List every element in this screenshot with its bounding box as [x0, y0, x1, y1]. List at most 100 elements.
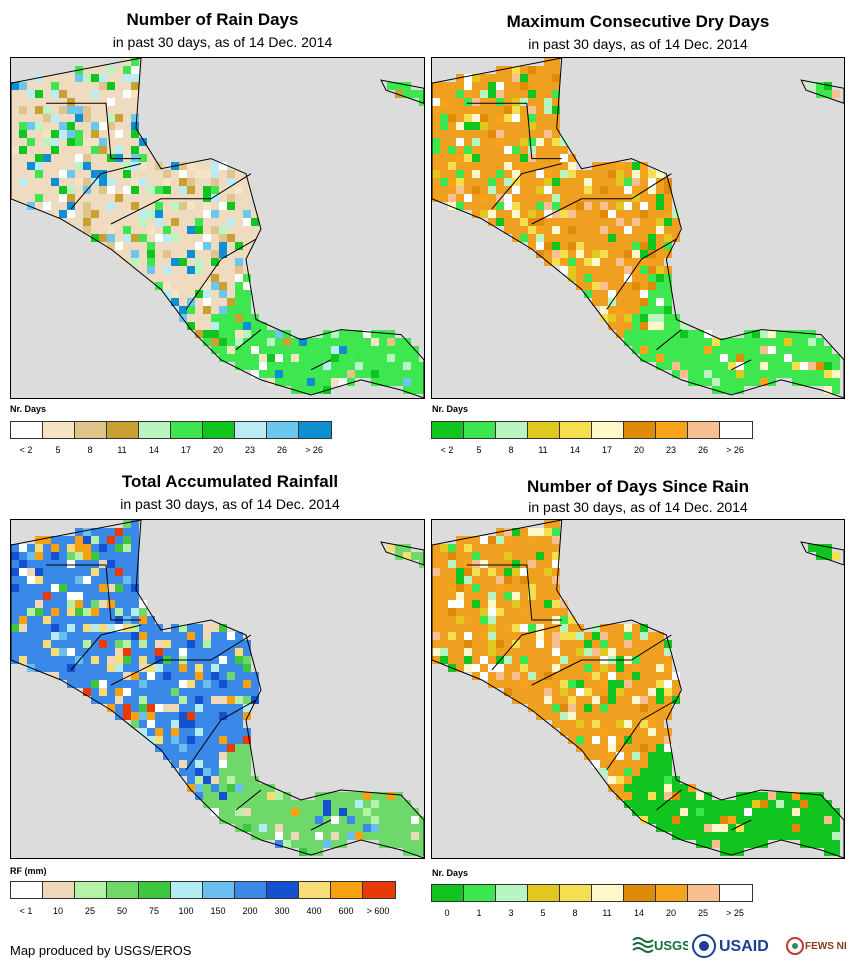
grid-cell: [219, 736, 227, 744]
grid-cell: [363, 824, 371, 832]
grid-cell: [179, 664, 187, 672]
grid-cell: [203, 648, 211, 656]
grid-cell: [432, 608, 440, 616]
grid-cell: [315, 370, 323, 378]
grid-cell: [219, 816, 227, 824]
grid-cell: [131, 186, 139, 194]
grid-cell: [552, 66, 560, 74]
grid-cell: [472, 178, 480, 186]
grid-cell: [91, 82, 99, 90]
grid-cell: [219, 656, 227, 664]
grid-cell: [115, 624, 123, 632]
grid-cell: [123, 250, 131, 258]
grid-cell: [147, 688, 155, 696]
grid-cell: [51, 592, 59, 600]
grid-cell: [243, 696, 251, 704]
grid-cell: [480, 186, 488, 194]
grid-cell: [59, 648, 67, 656]
grid-cell: [640, 306, 648, 314]
grid-cell: [147, 720, 155, 728]
grid-cell: [11, 146, 19, 154]
grid-cell: [736, 338, 744, 346]
grid-cell: [235, 290, 243, 298]
grid-cell: [600, 162, 608, 170]
grid-cell: [35, 114, 43, 122]
grid-cell: [163, 744, 171, 752]
grid-cell: [27, 178, 35, 186]
grid-cell: [648, 696, 656, 704]
legend-label: 10: [52, 906, 64, 916]
grid-cell: [640, 776, 648, 784]
panel-3-map[interactable]: [10, 519, 425, 859]
grid-cell: [147, 242, 155, 250]
grid-cell: [504, 74, 512, 82]
grid-cell: [187, 258, 195, 266]
grid-cell: [536, 146, 544, 154]
grid-cell: [235, 648, 243, 656]
grid-cell: [504, 226, 512, 234]
grid-cell: [488, 616, 496, 624]
grid-cell: [67, 640, 75, 648]
grid-cell: [59, 640, 67, 648]
panel-2-map[interactable]: [431, 57, 845, 399]
grid-cell: [83, 194, 91, 202]
grid-cell: [211, 194, 219, 202]
legend-label: 23: [244, 445, 256, 455]
grid-cell: [720, 386, 728, 394]
grid-cell: [432, 576, 440, 584]
grid-cell: [776, 354, 784, 362]
grid-cell: [520, 680, 528, 688]
grid-cell: [624, 800, 632, 808]
grid-cell: [203, 338, 211, 346]
panel-1-map[interactable]: [10, 57, 425, 399]
grid-cell: [211, 178, 219, 186]
grid-cell: [600, 178, 608, 186]
grid-cell: [480, 616, 488, 624]
grid-cell: [432, 600, 440, 608]
grid-cell: [656, 314, 664, 322]
grid-cell: [528, 656, 536, 664]
grid-cell: [592, 186, 600, 194]
grid-cell: [432, 584, 440, 592]
grid-cell: [656, 290, 664, 298]
grid-cell: [59, 178, 67, 186]
grid-cell: [243, 178, 251, 186]
grid-cell: [456, 114, 464, 122]
grid-cell: [632, 712, 640, 720]
grid-cell: [616, 242, 624, 250]
panel-4-map[interactable]: [431, 519, 845, 859]
grid-cell: [51, 568, 59, 576]
grid-cell: [11, 624, 19, 632]
grid-cell: [115, 568, 123, 576]
grid-cell: [251, 792, 259, 800]
grid-cell: [624, 210, 632, 218]
grid-cell: [472, 616, 480, 624]
grid-cell: [59, 552, 67, 560]
grid-cell: [536, 560, 544, 568]
grid-cell: [123, 632, 131, 640]
grid-cell: [712, 800, 720, 808]
grid-cell: [67, 90, 75, 98]
grid-cell: [411, 378, 419, 386]
grid-cell: [544, 162, 552, 170]
grid-cell: [472, 106, 480, 114]
grid-cell: [728, 346, 736, 354]
grid-cell: [536, 688, 544, 696]
grid-cell: [163, 672, 171, 680]
grid-cell: [251, 808, 259, 816]
grid-cell: [195, 186, 203, 194]
grid-cell: [824, 82, 832, 90]
grid-cell: [592, 258, 600, 266]
grid-cell: [600, 266, 608, 274]
grid-cell: [187, 768, 195, 776]
grid-cell: [584, 274, 592, 282]
grid-cell: [648, 218, 656, 226]
grid-cell: [195, 194, 203, 202]
grid-cell: [99, 536, 107, 544]
legend-label: 100: [178, 906, 194, 916]
grid-cell: [504, 600, 512, 608]
grid-cell: [672, 234, 680, 242]
grid-cell: [536, 544, 544, 552]
grid-cell: [147, 632, 155, 640]
grid-cell: [640, 752, 648, 760]
